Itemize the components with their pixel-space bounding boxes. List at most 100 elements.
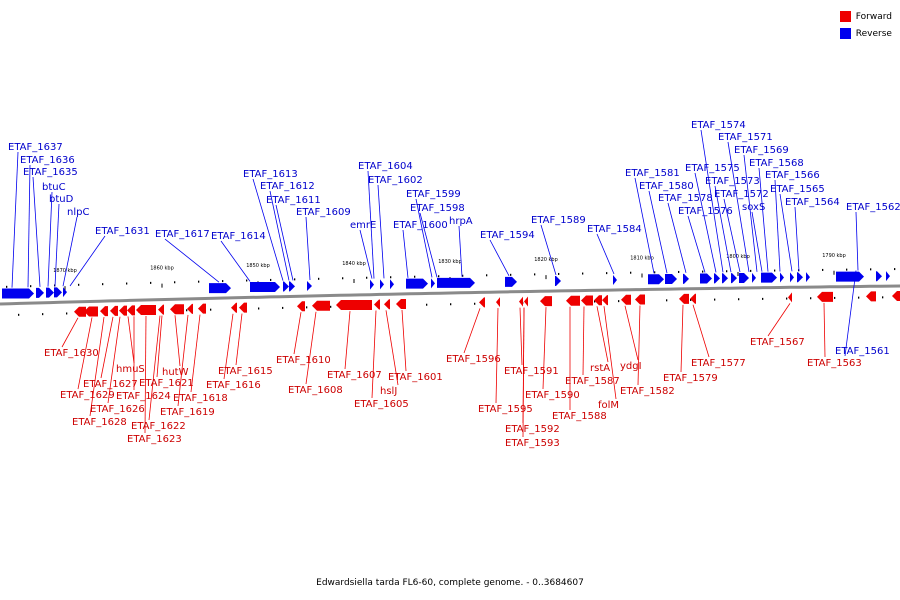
forward-leader-line <box>305 311 317 385</box>
forward-gene-label: ETAF_1563 <box>807 358 862 369</box>
forward-leader-line <box>107 316 121 404</box>
minor-tick <box>18 313 20 316</box>
reverse-leader-line <box>47 191 53 287</box>
forward-gene-label: ETAF_1592 <box>505 424 560 435</box>
forward-gene-label: ETAF_1567 <box>750 337 805 348</box>
reverse-gene-label: ETAF_1604 <box>358 161 413 172</box>
reverse-leader-line <box>596 233 615 275</box>
forward-gene-arrow <box>566 295 580 306</box>
reverse-gene-arrow <box>613 274 617 285</box>
forward-gene-label: hmuS <box>116 364 145 375</box>
minor-tick <box>66 312 68 315</box>
reverse-leader-line <box>694 172 717 273</box>
reverse-gene-arrow <box>406 278 428 289</box>
minor-tick <box>510 273 512 276</box>
reverse-leader-line <box>779 193 793 272</box>
minor-tick <box>846 268 848 271</box>
reverse-gene-label: ETAF_1598 <box>410 203 465 214</box>
forward-gene-label: ETAF_1630 <box>44 348 99 359</box>
reverse-leader-line <box>415 198 433 278</box>
forward-leader-line <box>519 307 523 366</box>
forward-gene-arrow <box>127 305 135 316</box>
reverse-gene-label: btuD <box>49 194 74 205</box>
forward-gene-arrow <box>198 303 206 314</box>
forward-gene-label: hutW <box>162 367 189 378</box>
reverse-leader-line <box>855 211 859 271</box>
minor-tick <box>366 276 368 279</box>
forward-leader-line <box>127 316 135 364</box>
legend-forward-label: Forward <box>855 11 892 22</box>
reverse-gene-label: ETAF_1602 <box>368 175 423 186</box>
reverse-gene-label: ETAF_1574 <box>691 120 746 131</box>
reverse-gene-arrow <box>876 271 882 282</box>
tick-label: 1870 kbp <box>53 268 77 274</box>
reverse-gene-label: emrE <box>350 220 376 231</box>
forward-gene-arrow <box>384 299 390 310</box>
reverse-gene-arrow <box>437 277 475 288</box>
forward-gene-label: ETAF_1629 <box>60 390 115 401</box>
tick-label: 1840 kbp <box>342 261 366 267</box>
forward-leader-line <box>692 304 710 358</box>
forward-gene-label: ETAF_1579 <box>663 373 718 384</box>
reverse-gene-arrow <box>505 276 517 287</box>
legend-item-reverse: Reverse <box>839 25 892 42</box>
reverse-leader-line <box>714 185 732 273</box>
reverse-gene-label: ETAF_1611 <box>266 195 321 206</box>
reverse-leader-line <box>367 170 375 279</box>
forward-gene-arrow <box>170 304 184 315</box>
reverse-gene-arrow <box>431 278 435 289</box>
minor-tick <box>342 277 344 280</box>
forward-gene-arrow <box>336 300 372 311</box>
reverse-gene-label: ETAF_1562 <box>846 202 900 213</box>
forward-leader-line <box>603 306 617 400</box>
reverse-leader-line <box>667 202 687 273</box>
forward-leader-line <box>582 306 585 376</box>
forward-gene-label: folM <box>598 400 619 411</box>
reverse-gene-arrow <box>752 272 756 283</box>
forward-gene-label: ETAF_1596 <box>446 354 501 365</box>
reverse-leader-line <box>11 151 19 288</box>
forward-gene-arrow <box>892 291 900 302</box>
forward-gene-label: ETAF_1619 <box>160 407 215 418</box>
reverse-leader-line <box>458 225 463 277</box>
forward-gene-arrow <box>84 306 98 317</box>
minor-tick <box>246 279 248 282</box>
minor-tick <box>126 282 128 285</box>
reverse-leader-line <box>164 238 220 283</box>
reverse-gene-arrow <box>250 282 280 293</box>
minor-tick <box>42 313 44 316</box>
reverse-gene-label: ETAF_1581 <box>625 168 680 179</box>
forward-gene-label: ETAF_1618 <box>173 393 228 404</box>
reverse-gene-label: soxS <box>742 202 765 213</box>
forward-leader-line <box>637 305 641 386</box>
minor-tick <box>306 306 308 309</box>
reverse-leader-line <box>743 154 758 272</box>
reverse-gene-arrow <box>283 281 289 292</box>
reverse-gene-label: ETAF_1565 <box>770 184 825 195</box>
reverse-gene-label: ETAF_1573 <box>705 176 760 187</box>
tick-label: 1800 kbp <box>726 254 750 260</box>
reverse-gene-label: ETAF_1572 <box>714 189 769 200</box>
minor-tick <box>186 309 188 312</box>
minor-tick <box>618 300 620 303</box>
reverse-leader-line <box>62 216 78 287</box>
forward-gene-arrow <box>635 294 645 305</box>
forward-gene-arrow <box>187 303 193 314</box>
reverse-leader-line <box>252 178 284 281</box>
reverse-leader-line <box>69 235 106 287</box>
minor-tick <box>282 306 284 309</box>
minor-tick <box>390 276 392 279</box>
reverse-gene-label: ETAF_1617 <box>155 229 210 240</box>
forward-gene-arrow <box>621 294 631 305</box>
forward-leader-line <box>77 317 93 390</box>
reverse-leader-line <box>32 176 41 287</box>
forward-gene-arrow <box>679 293 689 304</box>
minor-tick <box>198 280 200 283</box>
minor-tick <box>678 270 680 273</box>
minor-tick <box>774 269 776 272</box>
minor-tick <box>426 303 428 306</box>
reverse-leader-line <box>700 129 724 273</box>
reverse-gene-label: ETAF_1576 <box>678 206 733 217</box>
forward-gene-arrow <box>540 296 552 307</box>
